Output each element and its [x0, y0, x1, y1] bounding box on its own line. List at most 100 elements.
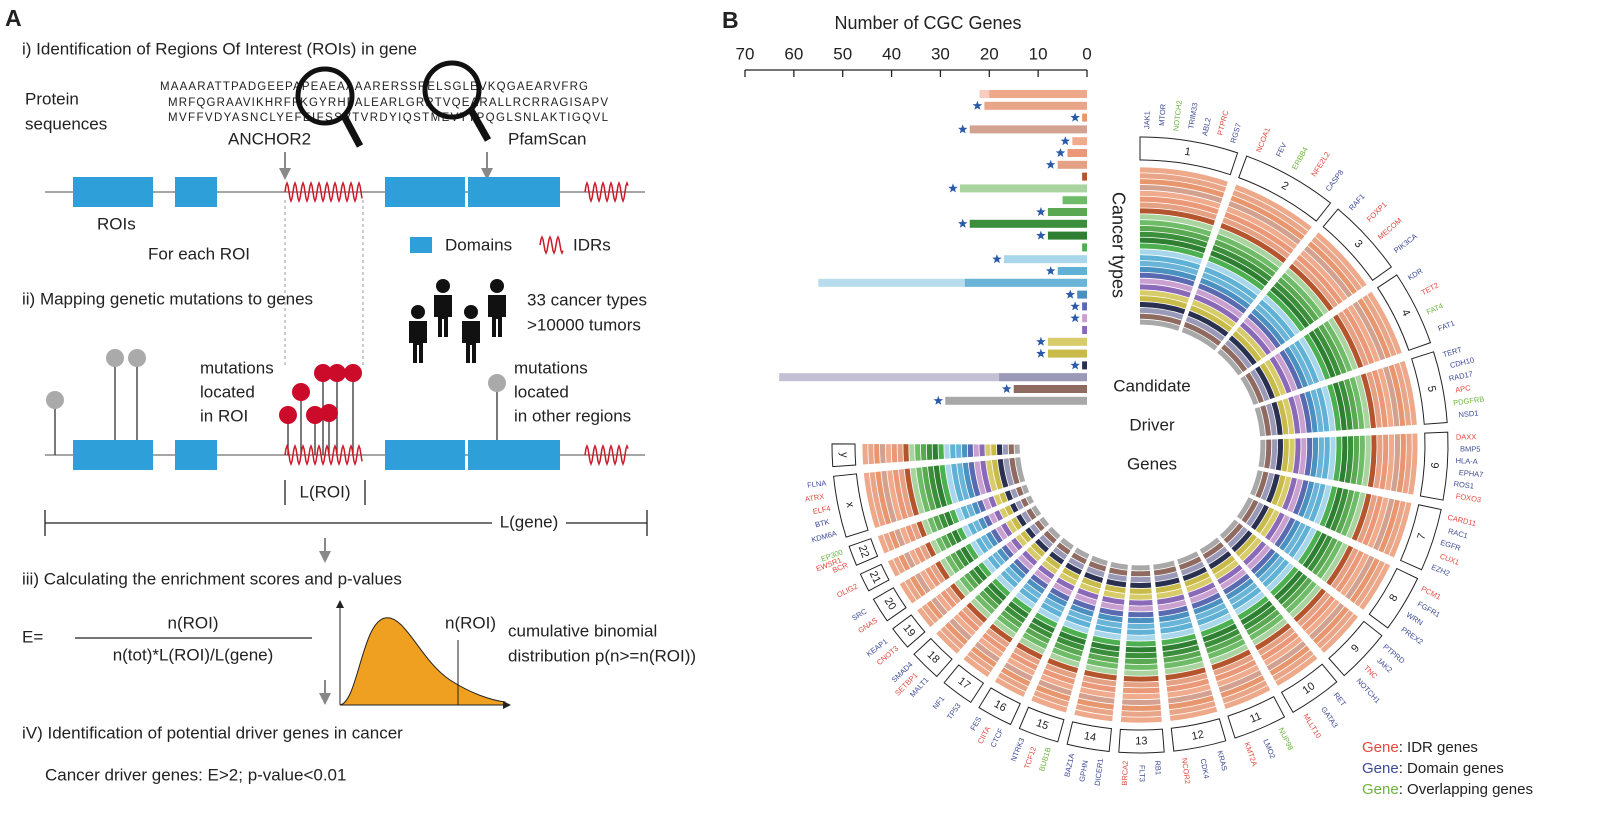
ring-segment	[978, 637, 1004, 658]
ring-segment	[1379, 434, 1389, 490]
idr-squiggle	[584, 443, 629, 467]
significance-star	[1070, 313, 1080, 323]
ring-segment	[982, 498, 992, 510]
ring-segment	[1285, 268, 1329, 315]
ring-segment	[1104, 584, 1126, 594]
ring-segment	[1250, 548, 1276, 574]
significance-star	[1065, 289, 1075, 299]
bar	[1077, 290, 1087, 299]
ring-segment	[1234, 591, 1266, 615]
ring-segment	[1156, 588, 1184, 599]
bar	[1003, 255, 1087, 264]
ring-segment	[1296, 254, 1343, 305]
ring-segment	[956, 463, 970, 501]
ring-segment	[1122, 687, 1160, 694]
ring-segment	[1056, 542, 1071, 555]
chromosome-label: 10	[1300, 680, 1317, 697]
ring-segment	[1362, 295, 1397, 357]
ring-segment	[887, 559, 900, 577]
ring-segment	[909, 549, 921, 566]
gene-label: TCF12	[1022, 745, 1038, 770]
legend-text: : IDR genes	[1399, 739, 1478, 756]
step-title: iV) Identification of potential driver g…	[22, 723, 403, 742]
ring-segment	[1103, 590, 1126, 599]
gene-label: PCM1	[1420, 584, 1443, 601]
gene-label: GPHN	[1077, 760, 1090, 783]
ring-segment	[887, 470, 903, 522]
ring-segment	[1288, 525, 1312, 558]
ring-segment	[1047, 526, 1061, 540]
chromosome-label: x	[843, 501, 856, 509]
ring-segment	[1309, 602, 1345, 640]
idr-squiggle	[539, 235, 564, 255]
x-tick-label: 10	[1029, 44, 1048, 63]
significance-star	[1036, 348, 1046, 358]
distribution-plot	[336, 600, 511, 709]
ring-segment	[988, 496, 997, 508]
bar	[1082, 314, 1087, 323]
gene-label: PTPRC	[1215, 109, 1230, 136]
bar	[1057, 160, 1087, 169]
ring-segment	[1139, 237, 1206, 254]
ring-segment	[1153, 566, 1177, 576]
ring-segment	[1201, 272, 1254, 305]
ring-segment	[957, 610, 980, 632]
legend-entry: Gene: IDR genes	[1362, 739, 1478, 756]
ring-segment	[1122, 693, 1160, 700]
ring-segment	[1305, 599, 1340, 636]
ring-segment	[1389, 502, 1412, 558]
ring-segment	[1139, 202, 1217, 220]
ring-segment	[1079, 687, 1116, 698]
ring-segment	[1356, 435, 1365, 486]
person-icon	[462, 305, 480, 363]
gene-label: GATA3	[1319, 705, 1340, 729]
ring-segment	[879, 444, 886, 464]
ring-segment	[1139, 225, 1210, 242]
ring-segment	[1255, 304, 1291, 342]
ring-segment	[1022, 550, 1038, 566]
significance-star	[992, 254, 1002, 264]
ring-segment	[1025, 527, 1036, 539]
ring-segment	[897, 444, 904, 463]
gene-label: WRN	[1405, 610, 1425, 627]
ring-segment	[1274, 517, 1296, 548]
ring-segment	[1077, 698, 1114, 710]
ring-segment	[1287, 438, 1295, 473]
gene-label: BMP5	[1460, 444, 1481, 453]
roi-note: For each ROI	[148, 244, 250, 263]
ring-segment	[996, 614, 1020, 633]
ring-segment	[904, 578, 922, 601]
ring-segment	[920, 569, 936, 591]
sequence: MVFFVDYASNCLYEFEIFSSVTVRDYIQSTMEVTTPQGLS…	[168, 112, 609, 124]
ring-segment	[1013, 647, 1041, 666]
ring-segment	[1323, 320, 1353, 372]
ring-segment	[1123, 681, 1160, 688]
ring-segment	[1158, 611, 1190, 623]
ring-segment	[986, 460, 998, 492]
ring-segment	[930, 563, 946, 584]
ring-segment	[1335, 489, 1355, 534]
ring-segment	[1271, 475, 1286, 506]
ring-segment	[962, 462, 975, 499]
bar	[969, 219, 1087, 228]
ring-segment	[1166, 678, 1210, 692]
gene-label: BAZ1A	[1062, 753, 1076, 778]
ring-segment	[1388, 364, 1406, 426]
ring-segment	[1031, 617, 1055, 634]
bar	[945, 396, 1087, 405]
ring-segment	[959, 576, 975, 593]
chromosome-label: 13	[1135, 735, 1147, 747]
ring-segment	[1255, 507, 1275, 534]
ring-segment	[1139, 278, 1193, 292]
ring-segment	[1198, 613, 1232, 632]
ring-segment	[1330, 547, 1359, 590]
ring-segment	[1270, 566, 1299, 596]
ring-segment	[1399, 361, 1417, 426]
ring-segment	[1097, 613, 1123, 623]
ring-segment	[1288, 396, 1301, 434]
gene-label: ROS1	[1453, 479, 1474, 490]
ring-segment	[1289, 343, 1314, 386]
ring-segment	[1059, 572, 1078, 586]
formula: n(tot)*L(ROI)/L(gene)	[113, 645, 274, 664]
x-tick-label: 60	[784, 44, 803, 63]
